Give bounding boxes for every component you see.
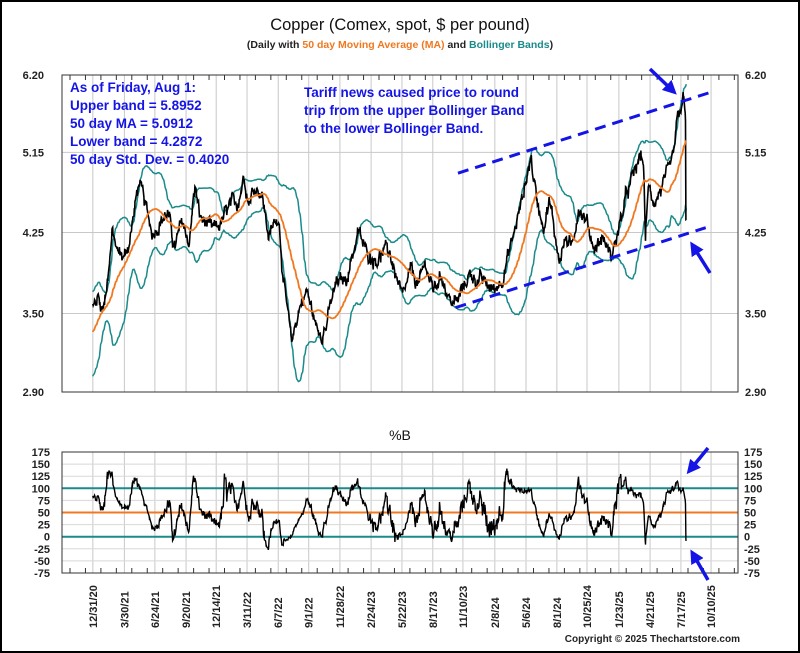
as-of-line: 50 day MA = 5.0912 [70,116,193,131]
y-tick-label-left: 0 [44,532,50,544]
x-tick-label: 3/30/21 [119,591,131,628]
main-y-axis-labels: 6.20 6.20 5.15 5.15 4.25 4.25 3.50 3.50 2.90 2.90 [23,70,767,399]
as-of-line: As of Friday, Aug 1: [70,80,196,95]
y-tick-label-left: 6.20 [23,70,44,82]
y-tick-label-left: 3.50 [23,309,44,321]
x-tick-label: 11/28/22 [335,586,347,628]
x-tick-label: 12/14/21 [211,585,223,628]
upper-channel-dashed-line [457,90,712,175]
x-tick-label: 11/10/23 [458,586,470,628]
y-tick-label-left: 75 [38,495,50,507]
y-tick-label-right: 25 [744,520,756,532]
y-tick-label-left: 100 [32,483,50,495]
lower-gridlines [62,451,738,574]
y-tick-label-right: 5.15 [745,147,766,159]
y-tick-label-left: 50 [38,508,50,520]
main-series [91,84,687,383]
lower-panel-title: %B [389,427,411,443]
y-tick-label-right: 125 [744,471,762,483]
as-of-line: Lower band = 4.2872 [70,134,202,149]
tariff-line: trip from the upper Bollinger Band [304,103,525,118]
y-tick-label-right: -75 [744,568,760,580]
x-tick-label: 10/10/25 [706,585,718,628]
x-tick-label: 6/7/22 [273,597,285,628]
as-of-line: Upper band = 5.8952 [70,98,202,113]
y-tick-label-right: 0 [744,532,750,544]
y-tick-label-left: 175 [32,447,50,459]
y-tick-label-left: 4.25 [23,228,44,240]
subtitle-suffix: ) [550,39,554,51]
y-tick-label-right: 75 [744,495,756,507]
lower-bollinger-band [92,204,687,383]
x-tick-label: 9/20/21 [181,591,193,628]
x-tick-label: 12/31/20 [88,585,100,628]
main-plot-border [61,74,739,393]
x-tick-label: 3/11/22 [242,592,254,628]
subtitle-and: and [445,39,470,51]
y-tick-label-right: 100 [744,483,762,495]
lower-channel-dashed-line [455,226,707,310]
y-tick-label-right: 3.50 [745,309,766,321]
x-tick-label: 2/8/24 [490,597,502,628]
trend-lines [455,90,712,310]
percent-b-line [92,468,687,551]
x-tick-label: 4/21/25 [645,591,657,628]
arrow-pctb-high-icon [686,446,710,475]
x-tick-label: 7/17/25 [676,591,688,628]
x-tick-label: 6/24/21 [150,591,162,628]
arrow-pctb-low-icon [690,549,710,581]
as-of-annotation: As of Friday, Aug 1: Upper band = 5.8952… [70,80,229,167]
tariff-annotation: Tariff news caused price to round trip f… [304,85,525,136]
y-tick-label-right: -50 [744,556,760,568]
x-tick-label: 1/23/25 [614,591,626,628]
subtitle-bb-label: Bollinger Bands [469,39,550,51]
y-tick-label-left: 125 [32,471,50,483]
arrow-lower-band-icon [690,241,712,274]
subtitle-prefix: (Daily with [247,39,302,51]
y-tick-label-right: 2.90 [745,387,766,399]
x-tick-label: 10/25/24 [582,584,594,628]
y-tick-label-left: -50 [34,556,50,568]
x-tick-label: 2/24/23 [366,591,378,628]
y-tick-label-left: 5.15 [23,147,44,159]
chart-subtitle: (Daily with 50 day Moving Average (MA) a… [247,39,553,51]
moving-average-line [91,139,687,333]
y-tick-label-right: 50 [744,508,756,520]
price-line [92,92,687,346]
y-tick-label-right: 150 [744,459,762,471]
as-of-line: 50 day Std. Dev. = 0.4020 [70,152,229,167]
tariff-line: Tariff news caused price to round [304,85,519,100]
x-tick-label: 5/6/24 [521,597,533,628]
x-tick-label: 9/1/22 [304,597,316,628]
y-tick-label-right: 4.25 [745,228,766,240]
lower-plot-border [61,451,739,574]
tariff-line: to the lower Bollinger Band. [304,121,483,136]
main-gridlines [62,75,738,392]
y-tick-label-right: 175 [744,447,762,459]
x-tick-label: 5/22/23 [397,591,409,628]
y-tick-label-left: -25 [34,544,50,556]
x-axis-labels: 12/31/20 3/30/21 6/24/21 9/20/21 12/14/21 3/1… [88,584,718,628]
chart-title: Copper (Comex, spot, $ per pound) [270,16,530,34]
subtitle-ma-label: 50 day Moving Average (MA) [302,39,444,51]
y-tick-label-right: -25 [744,544,760,556]
arrow-upper-band-icon [648,67,677,95]
y-tick-label-left: 2.90 [23,387,44,399]
y-tick-label-left: -75 [34,568,50,580]
x-tick-label: 8/17/23 [428,591,440,628]
x-tick-label: 8/1/24 [552,597,564,628]
y-tick-label-left: 150 [32,459,50,471]
percent-b-series [92,468,687,551]
y-tick-label-right: 6.20 [745,70,766,82]
y-tick-label-left: 25 [38,520,50,532]
copyright: Copyright © 2025 Thechartstore.com [565,634,740,645]
